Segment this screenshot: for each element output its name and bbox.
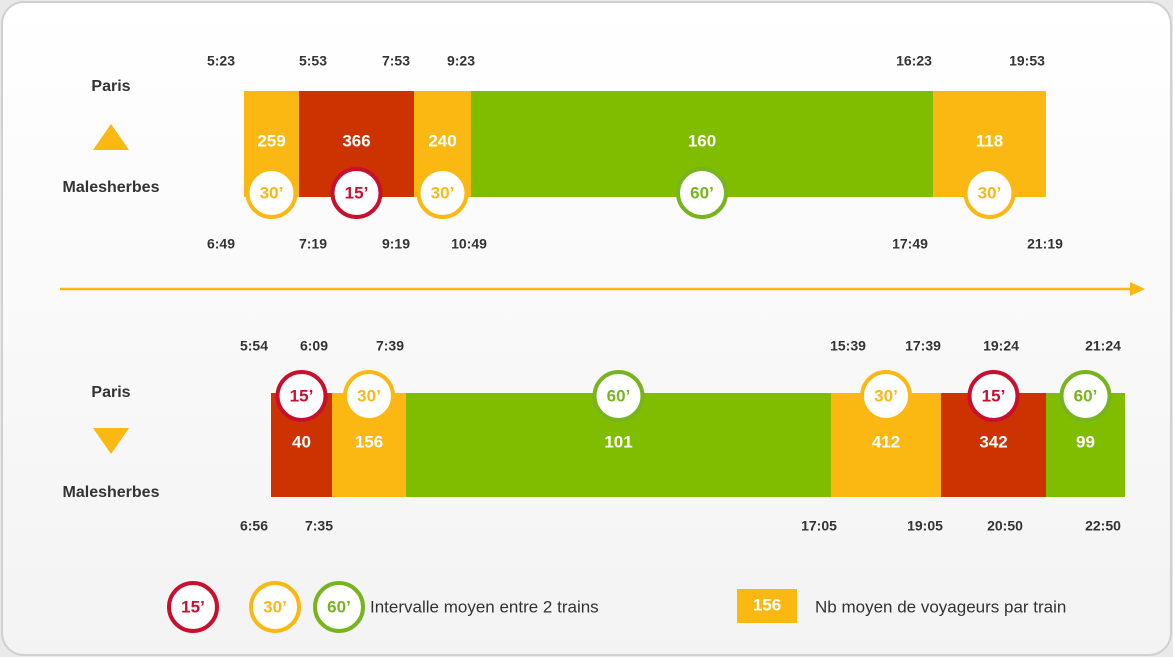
legend-badge-label: 15’ — [181, 597, 205, 616]
interval-badge-label: 30’ — [431, 183, 455, 202]
passengers: 342 — [979, 432, 1007, 451]
interval-badge — [676, 167, 728, 219]
legend-badge — [313, 581, 365, 633]
interval-badge-label: 30’ — [874, 386, 898, 405]
arrival-time: 21:19 — [1027, 236, 1063, 252]
interval-badge — [245, 167, 298, 219]
interval-badge-label: 30’ — [260, 183, 284, 202]
arrival-time: 6:49 — [207, 236, 235, 252]
departure-time: 5:23 — [207, 53, 235, 69]
departure-time: 5:53 — [299, 53, 327, 69]
departure-time: 6:09 — [300, 338, 328, 354]
legend-passengers-label: Nb moyen de voyageurs par train — [815, 597, 1066, 616]
interval-badge — [592, 370, 645, 422]
passengers: 412 — [872, 432, 900, 451]
departure-time: 17:39 — [905, 338, 941, 354]
departure-time: 7:39 — [376, 338, 404, 354]
interval-badge — [416, 167, 469, 219]
legend-sample — [737, 589, 797, 623]
direction-down — [93, 428, 129, 454]
interval-badge — [1059, 370, 1112, 422]
legend-interval-label: Intervalle moyen entre 2 trains — [370, 597, 599, 616]
departure-time: 9:23 — [447, 53, 475, 69]
legend-badge — [167, 581, 219, 633]
interval-badge-label: 60’ — [1074, 386, 1098, 405]
direction-up — [93, 124, 129, 150]
arrival-time: 19:05 — [907, 518, 943, 534]
departure-time: 19:24 — [983, 338, 1019, 354]
arrival-time: 22:50 — [1085, 518, 1121, 534]
origin-station: Paris — [91, 78, 130, 95]
departure-time: 5:54 — [240, 338, 268, 354]
arrival-time: 7:19 — [299, 236, 327, 252]
arrival-time: 9:19 — [382, 236, 410, 252]
interval-badge-label: 15’ — [290, 386, 314, 405]
interval-badge-label: 60’ — [607, 386, 631, 405]
arrival-time: 6:56 — [240, 518, 268, 534]
departure-time: 15:39 — [830, 338, 866, 354]
arrival-time: 10:49 — [451, 236, 487, 252]
departure-time: 19:53 — [1009, 53, 1045, 69]
arrival-time: 7:35 — [305, 518, 333, 534]
departure-time: 21:24 — [1085, 338, 1121, 354]
interval-badge — [963, 167, 1016, 219]
arrival-time: 20:50 — [987, 518, 1023, 534]
passengers: 156 — [355, 432, 383, 451]
interval-badge — [275, 370, 328, 422]
legend-badge — [249, 581, 301, 633]
interval-badge — [967, 370, 1020, 422]
legend-badge-label: 30’ — [263, 597, 287, 616]
passengers: 366 — [342, 131, 370, 150]
interval-badge — [330, 167, 383, 219]
arrival-time: 17:05 — [801, 518, 837, 534]
passengers: 160 — [688, 131, 716, 150]
interval-badge-label: 15’ — [345, 183, 369, 202]
passengers: 240 — [428, 131, 456, 150]
interval-badge — [860, 370, 912, 422]
passengers: 118 — [976, 131, 1003, 150]
interval-badge-label: 30’ — [978, 183, 1002, 202]
departure-time: 7:53 — [382, 53, 410, 69]
departure-time: 16:23 — [896, 53, 932, 69]
passengers: 99 — [1076, 432, 1095, 451]
origin-station: Paris — [91, 384, 130, 401]
passengers: 259 — [257, 131, 285, 150]
passengers: 101 — [604, 432, 632, 451]
interval-badge-label: 15’ — [982, 386, 1006, 405]
arrival-time: 17:49 — [892, 236, 928, 252]
interval-badge-label: 60’ — [690, 183, 714, 202]
time-arrow-head — [1130, 282, 1145, 296]
passengers: 40 — [292, 432, 311, 451]
legend-sample-label: 156 — [753, 595, 781, 614]
legend-badge-label: 60’ — [327, 597, 351, 616]
interval-badge-label: 30’ — [357, 386, 381, 405]
destination-station: Malesherbes — [63, 179, 160, 196]
interval-badge — [343, 370, 395, 422]
destination-station: Malesherbes — [63, 484, 160, 501]
